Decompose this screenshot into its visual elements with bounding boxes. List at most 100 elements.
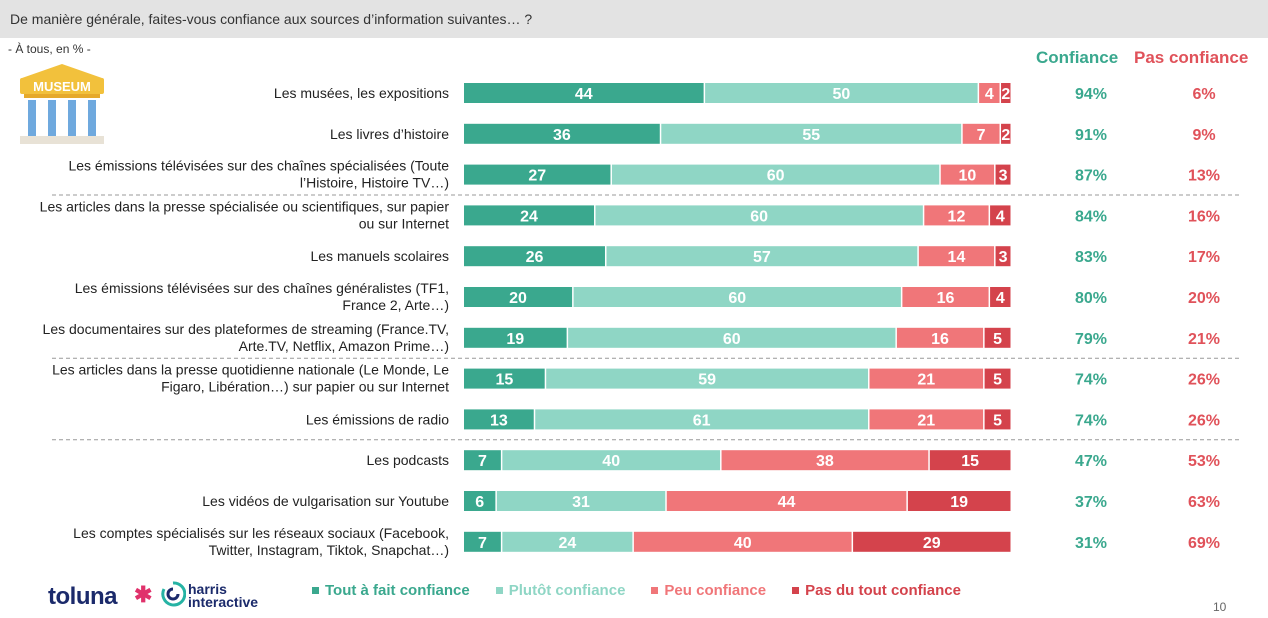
pas-confiance-total: 26%: [1188, 412, 1220, 429]
bar-peu: [979, 83, 1000, 103]
category-label-line: Les documentaires sur des plateformes de…: [43, 321, 449, 337]
legend-item-peu: Peu confiance: [651, 582, 766, 599]
confiance-total: 94%: [1075, 86, 1107, 103]
confiance-total: 83%: [1075, 249, 1107, 266]
data-label-pas-du-tout: 19: [950, 494, 968, 511]
confiance-total: 91%: [1075, 127, 1107, 144]
confiance-total: 74%: [1075, 412, 1107, 429]
data-label-pas-du-tout: 15: [961, 453, 979, 470]
legend-label: Peu confiance: [664, 582, 767, 599]
data-label-pas-du-tout: 3: [999, 168, 1008, 185]
data-label-pas-du-tout: 29: [923, 535, 941, 552]
pas-confiance-total: 13%: [1188, 168, 1220, 185]
toluna-logo: toluna: [48, 583, 118, 610]
bar-pas-du-tout: [990, 287, 1011, 307]
bar-tout-a-fait: [464, 450, 501, 471]
data-label-pas-du-tout: 4: [996, 208, 1005, 225]
bar-pas-du-tout: [907, 491, 1011, 511]
question-header: De manière générale, faites-vous confian…: [0, 0, 1268, 38]
data-label-plutot: 50: [832, 86, 850, 103]
chart-legend: Tout à fait confiance Plutôt confiance P…: [312, 582, 961, 599]
museum-icon: MUSEUM: [20, 64, 104, 144]
bar-tout-a-fait: [464, 531, 501, 552]
bar-peu: [869, 368, 984, 389]
harris-line2: interactive: [188, 594, 259, 610]
data-label-tout-a-fait: 24: [520, 208, 538, 225]
legend-label: Tout à fait confiance: [325, 582, 470, 599]
bar-tout-a-fait: [464, 83, 704, 103]
harris-interactive-logo: harris interactive: [160, 580, 270, 614]
column-header-confiance: Confiance: [1036, 48, 1119, 67]
data-label-peu: 40: [734, 535, 752, 552]
data-label-peu: 7: [977, 127, 986, 144]
data-label-peu: 12: [948, 208, 966, 225]
bar-tout-a-fait: [464, 287, 573, 307]
data-label-tout-a-fait: 20: [509, 290, 527, 307]
bar-pas-du-tout: [990, 205, 1011, 226]
bar-plutot: [546, 368, 869, 389]
category-label: Les articles dans la presse quotidienne …: [52, 362, 449, 395]
category-label: Les documentaires sur des plateformes de…: [43, 321, 449, 354]
column-header-pas-confiance: Pas confiance: [1134, 48, 1249, 67]
bar-tout-a-fait: [464, 205, 595, 226]
data-label-pas-du-tout: 2: [1001, 127, 1010, 144]
bar-plutot: [502, 450, 721, 471]
category-label-line: Les comptes spécialisés sur les réseaux …: [73, 525, 449, 541]
bar-pas-du-tout: [929, 450, 1011, 471]
legend-label: Plutôt confiance: [508, 582, 626, 599]
confiance-total: 37%: [1075, 494, 1107, 511]
category-label: Les musées, les expositions: [274, 85, 449, 101]
bar-tout-a-fait: [464, 246, 605, 267]
pas-confiance-total: 63%: [1188, 494, 1220, 511]
bar-tout-a-fait: [464, 327, 567, 348]
confiance-total: 74%: [1075, 372, 1107, 389]
category-label: Les livres d’histoire: [330, 126, 449, 142]
bar-peu: [896, 327, 984, 348]
bar-tout-a-fait: [464, 491, 496, 511]
category-label-line: ou sur Internet: [359, 215, 449, 231]
category-label-line: Arte.TV, Netflix, Amazon Prime…): [239, 338, 449, 354]
legend-swatch: [792, 587, 800, 594]
pas-confiance-total: 53%: [1188, 453, 1220, 470]
pas-confiance-total: 16%: [1188, 208, 1220, 225]
bar-plutot: [502, 531, 633, 552]
pas-confiance-total: 17%: [1188, 249, 1220, 266]
data-label-plutot: 55: [802, 127, 820, 144]
bar-peu: [962, 123, 1000, 144]
data-label-pas-du-tout: 2: [1001, 86, 1010, 103]
data-label-plutot: 31: [572, 494, 590, 511]
data-label-tout-a-fait: 7: [478, 535, 487, 552]
category-label: Les articles dans la presse spécialisée …: [40, 198, 450, 231]
data-label-peu: 21: [917, 372, 935, 389]
bar-plutot: [661, 123, 962, 144]
data-label-plutot: 57: [753, 249, 771, 266]
legend-item-tout-a-fait: Tout à fait confiance: [312, 582, 470, 599]
confiance-total: 84%: [1075, 208, 1107, 225]
bar-plutot: [568, 327, 896, 348]
data-label-plutot: 61: [693, 412, 711, 429]
bar-peu: [918, 246, 995, 267]
legend-swatch: [312, 587, 319, 594]
harris-logo-text: harris interactive: [188, 582, 259, 610]
data-label-tout-a-fait: 6: [475, 494, 484, 511]
museum-sign-text: MUSEUM: [33, 79, 91, 94]
bar-plutot: [535, 409, 869, 430]
bar-peu: [924, 205, 989, 226]
data-label-tout-a-fait: 19: [506, 331, 524, 348]
pas-confiance-total: 20%: [1188, 290, 1220, 307]
legend-swatch: [651, 587, 659, 594]
data-label-peu: 4: [985, 86, 994, 103]
bar-plutot: [496, 491, 666, 511]
category-label-line: France 2, Arte…): [342, 297, 449, 313]
confiance-total: 80%: [1075, 290, 1107, 307]
pas-confiance-total: 26%: [1188, 372, 1220, 389]
confiance-total: 47%: [1075, 453, 1107, 470]
data-label-tout-a-fait: 15: [495, 372, 513, 389]
bar-pas-du-tout: [984, 409, 1011, 430]
category-label-line: Les émissions télévisées sur des chaînes…: [75, 280, 449, 296]
category-label: Les manuels scolaires: [310, 248, 449, 264]
data-label-plutot: 60: [723, 331, 741, 348]
category-label: Les podcasts: [367, 452, 450, 468]
data-label-tout-a-fait: 36: [553, 127, 571, 144]
bar-peu: [666, 491, 907, 511]
